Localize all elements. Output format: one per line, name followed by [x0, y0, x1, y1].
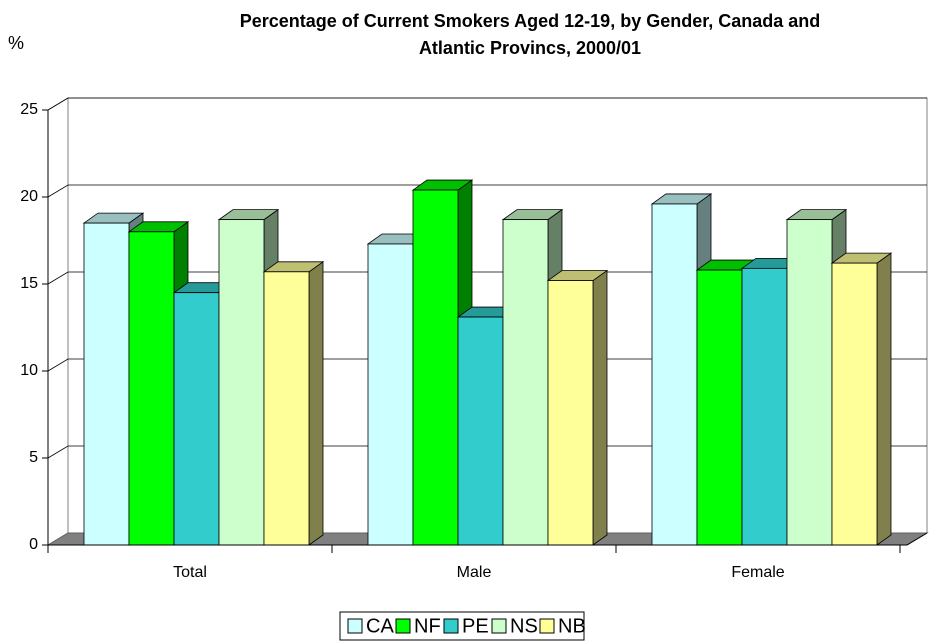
bar-front [696, 269, 743, 546]
x-tick-label: Total [173, 564, 207, 581]
grid-line [47, 97, 927, 111]
x-tick-label: Female [731, 564, 784, 581]
bar-front [457, 316, 504, 546]
bar [546, 269, 609, 546]
legend-label: NF [414, 615, 441, 637]
bar-front [83, 222, 130, 546]
grid-line [47, 358, 927, 372]
y-tick-label: 5 [29, 449, 38, 466]
bar-side [308, 261, 324, 546]
bar-front [502, 219, 549, 546]
y-tick-label: 10 [20, 362, 38, 379]
side-wall [47, 97, 69, 546]
grid-line [47, 184, 927, 198]
bar [262, 261, 325, 546]
bar-front [218, 219, 265, 546]
bar-front [128, 231, 175, 546]
legend-label: NS [510, 615, 538, 637]
bar-front [651, 203, 698, 546]
bar-front [786, 219, 833, 546]
bar-front [263, 271, 310, 546]
bar-side [592, 269, 608, 546]
y-tick-label: 20 [20, 188, 38, 205]
legend-swatch [539, 618, 555, 634]
y-tick-label: 15 [20, 275, 38, 292]
legend-swatch [395, 618, 411, 634]
bar-front [367, 243, 414, 546]
y-tick-label: 0 [29, 536, 38, 553]
legend-label: PE [462, 615, 489, 637]
x-tick-label: Male [457, 564, 492, 581]
grid-line [47, 445, 927, 459]
bar-front [831, 262, 878, 546]
y-axis-label: % [8, 33, 24, 53]
x-axis [48, 532, 928, 546]
bar-front [547, 280, 594, 546]
bar-front [173, 292, 220, 546]
bar-front [412, 189, 459, 546]
y-tick-label: 25 [20, 101, 38, 118]
legend-label: NB [558, 615, 586, 637]
legend-label: CA [366, 615, 394, 637]
legend-swatch [347, 618, 363, 634]
chart-title: Percentage of Current Smokers Aged 12-19… [239, 11, 821, 58]
bar-side [876, 252, 892, 546]
legend-swatch [443, 618, 459, 634]
grid-line [47, 271, 927, 285]
bar-front [741, 267, 788, 546]
bar [830, 252, 893, 546]
legend-swatch [491, 618, 507, 634]
